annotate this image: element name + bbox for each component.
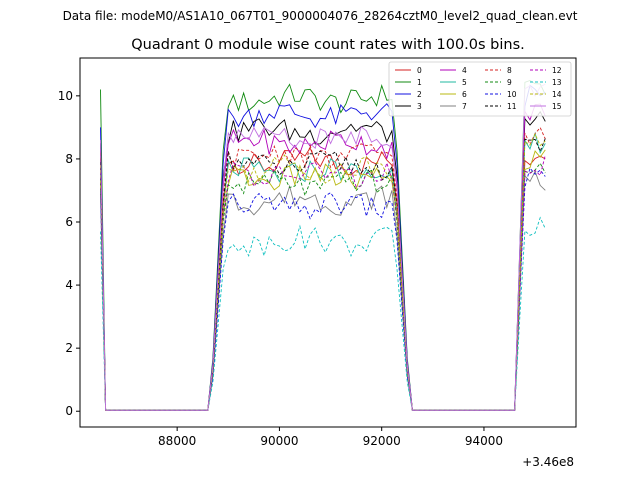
y-tick-label: 10 — [58, 89, 73, 103]
x-tick-label: 90000 — [260, 434, 298, 448]
series-line-6 — [100, 149, 546, 411]
legend-label-11: 11 — [507, 102, 517, 111]
series-lines — [100, 80, 546, 411]
y-tick-label: 0 — [65, 404, 73, 418]
axes: 88000 90000 92000 94000 0 2 4 6 8 10 — [58, 89, 503, 448]
legend-label-0: 0 — [417, 66, 422, 75]
y-tick-label: 4 — [65, 278, 73, 292]
legend-label-3: 3 — [417, 102, 422, 111]
series-line-0 — [100, 147, 546, 411]
y-tick-label: 8 — [65, 152, 73, 166]
series-line-10 — [100, 167, 546, 411]
legend-label-1: 1 — [417, 78, 422, 87]
x-tick-label: 88000 — [158, 434, 196, 448]
legend-label-5: 5 — [462, 78, 467, 87]
legend-label-8: 8 — [507, 66, 512, 75]
x-tick-label: 94000 — [465, 434, 503, 448]
legend-label-4: 4 — [462, 66, 467, 75]
legend-label-9: 9 — [507, 78, 512, 87]
series-line-4 — [100, 103, 546, 411]
y-tick-label: 6 — [65, 215, 73, 229]
x-tick-label: 92000 — [363, 434, 401, 448]
legend-box — [388, 61, 572, 117]
legend-label-10: 10 — [507, 90, 517, 99]
series-line-3 — [100, 110, 546, 411]
legend-label-15: 15 — [552, 102, 562, 111]
data-file-label: Data file: modeM0/AS1A10_067T01_90000040… — [63, 9, 578, 23]
legend-label-2: 2 — [417, 90, 422, 99]
series-line-12 — [100, 154, 546, 411]
y-tick-label: 2 — [65, 341, 73, 355]
plot-frame — [79, 57, 577, 428]
series-line-2 — [100, 84, 546, 411]
series-line-5 — [100, 131, 546, 411]
series-line-9 — [100, 162, 546, 411]
legend-label-7: 7 — [462, 102, 467, 111]
legend-label-6: 6 — [462, 90, 467, 99]
legend-label-14: 14 — [552, 90, 562, 99]
series-line-8 — [100, 126, 546, 411]
series-line-7 — [100, 170, 546, 411]
series-line-15 — [100, 83, 546, 411]
x-offset-label: +3.46e8 — [522, 455, 574, 469]
chart-title: Quadrant 0 module wise count rates with … — [131, 37, 525, 53]
series-line-13 — [100, 216, 546, 411]
legend-label-13: 13 — [552, 78, 562, 87]
legend-label-12: 12 — [552, 66, 562, 75]
